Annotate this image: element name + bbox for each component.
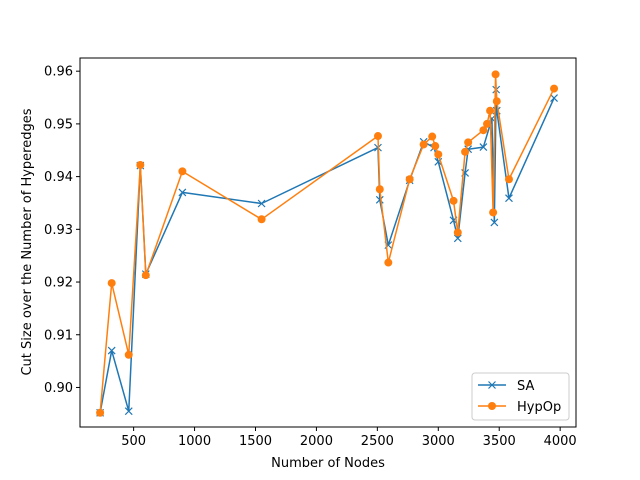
x-tick-label: 2500 — [361, 434, 394, 449]
x-tick-label: 4000 — [544, 434, 577, 449]
x-axis-ticks: 500 1000 1500 2000 2500 3000 3500 4000 — [121, 427, 577, 449]
data-point-hypop — [431, 142, 440, 151]
data-point-hypop — [479, 126, 488, 135]
data-point-hypop — [428, 132, 437, 141]
data-point-hypop — [141, 271, 150, 280]
data-point-sa — [550, 94, 558, 102]
data-point-sa — [375, 195, 384, 204]
data-point-sa — [178, 188, 187, 197]
x-tick-label: 1000 — [178, 434, 211, 449]
x-tick-label: 1500 — [239, 434, 272, 449]
x-tick-label: 2000 — [300, 434, 333, 449]
data-point-hypop — [491, 70, 500, 79]
y-tick-label: 0.96 — [44, 65, 73, 80]
y-tick-label: 0.91 — [44, 328, 73, 343]
data-point-hypop — [375, 185, 384, 194]
x-axis-label: Number of Nodes — [271, 456, 385, 471]
data-point-hypop — [483, 119, 492, 128]
data-point-hypop — [373, 132, 382, 141]
data-point-hypop — [405, 175, 414, 184]
data-point-hypop — [550, 84, 559, 93]
legend: SA HypOp — [471, 372, 570, 421]
y-tick-label: 0.93 — [44, 223, 73, 238]
data-point-hypop — [419, 140, 428, 149]
data-point-hypop — [486, 106, 495, 115]
legend-sa-marker — [488, 381, 496, 389]
x-tick-label: 500 — [121, 434, 146, 449]
data-point-hypop — [257, 215, 266, 224]
data-point-hypop — [492, 97, 501, 106]
plot-area — [96, 70, 559, 417]
data-point-hypop — [504, 175, 513, 184]
data-point-hypop — [449, 196, 458, 205]
data-point-hypop — [96, 408, 105, 417]
data-point-hypop — [489, 208, 498, 217]
data-point-hypop — [453, 228, 462, 237]
legend-sa-label: SA — [517, 379, 534, 394]
x-tick-label: 3000 — [422, 434, 455, 449]
y-tick-label: 0.94 — [44, 170, 73, 185]
data-point-hypop — [464, 138, 473, 147]
x-tick-label: 3500 — [483, 434, 516, 449]
data-point-hypop — [384, 258, 393, 267]
legend-hypop-marker — [488, 402, 496, 410]
data-point-hypop — [434, 150, 443, 159]
y-axis-label: Cut Size over the Number of Hyperedges — [20, 108, 35, 375]
data-point-sa — [124, 407, 133, 416]
legend-hypop-label: HypOp — [517, 400, 561, 415]
data-point-hypop — [107, 279, 116, 288]
series-hypop — [96, 70, 559, 417]
data-point-sa — [490, 218, 499, 227]
data-point-hypop — [136, 161, 145, 170]
data-point-hypop — [461, 147, 470, 156]
data-point-sa — [107, 346, 116, 355]
data-point-hypop — [124, 350, 133, 359]
y-tick-label: 0.92 — [44, 276, 73, 291]
data-point-sa — [257, 199, 266, 208]
data-point-sa — [479, 143, 488, 152]
y-tick-label: 0.95 — [44, 117, 73, 132]
data-point-sa — [453, 234, 462, 243]
y-axis-ticks: 0.90 0.91 0.92 0.93 0.94 0.95 0.96 — [44, 65, 80, 396]
y-tick-label: 0.90 — [44, 381, 73, 396]
data-point-hypop — [178, 167, 187, 176]
data-point-sa — [505, 194, 513, 203]
plot-frame — [79, 57, 577, 428]
